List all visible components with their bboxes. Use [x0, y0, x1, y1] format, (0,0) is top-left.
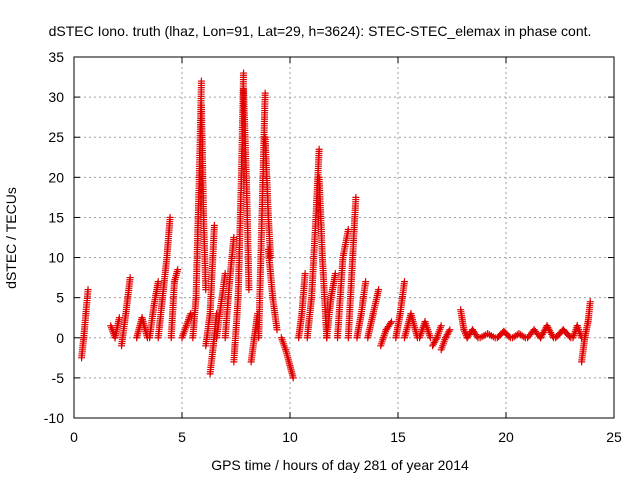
- y-axis-title: dSTEC / TECUs: [3, 187, 19, 289]
- data-point: [386, 319, 394, 327]
- x-tick-label: 5: [178, 429, 186, 445]
- data-point: [210, 221, 218, 229]
- data-point: [437, 322, 445, 330]
- x-tick-label: 20: [498, 429, 514, 445]
- data-point: [520, 333, 528, 341]
- data-point: [388, 318, 396, 326]
- y-tick-label: 10: [48, 250, 64, 266]
- data-point: [126, 274, 134, 282]
- data-point: [301, 270, 309, 278]
- data-points: [78, 69, 594, 382]
- data-point: [362, 278, 370, 286]
- data-point: [429, 342, 437, 350]
- data-point: [431, 337, 439, 345]
- grid-lines: [74, 57, 614, 418]
- data-point: [430, 339, 438, 347]
- data-point: [245, 286, 253, 294]
- x-tick-label: 0: [70, 429, 78, 445]
- y-tick-label: 25: [48, 129, 64, 145]
- y-tick-label: 5: [56, 290, 64, 306]
- data-point: [154, 278, 162, 286]
- y-tick-label: -10: [44, 410, 64, 426]
- data-point: [289, 374, 297, 382]
- data-point: [166, 213, 174, 221]
- data-point: [444, 329, 452, 337]
- data-point: [375, 286, 383, 294]
- data-point: [230, 234, 238, 241]
- y-tick-label: 35: [48, 49, 64, 65]
- x-tick-label: 25: [606, 429, 622, 445]
- y-tick-label: 0: [56, 330, 64, 346]
- data-point: [426, 334, 434, 342]
- data-point: [442, 332, 450, 340]
- data-point: [400, 278, 408, 286]
- data-point: [429, 340, 437, 348]
- data-point: [446, 326, 454, 334]
- data-point: [187, 310, 195, 318]
- y-axis-ticks: -10 -5 0 5 10 15 20 25 30 35: [44, 49, 614, 426]
- data-point: [586, 298, 594, 306]
- data-point: [331, 270, 339, 278]
- chart-title: dSTEC Iono. truth (lhaz, Lon=91, Lat=29,…: [49, 23, 592, 39]
- data-point: [174, 266, 182, 274]
- data-point: [442, 334, 450, 342]
- data-point: [445, 327, 453, 335]
- data-point: [352, 193, 360, 201]
- plot-frame: [73, 56, 615, 419]
- x-tick-label: 15: [390, 429, 406, 445]
- data-point: [115, 314, 123, 322]
- data-point: [84, 286, 92, 294]
- x-axis-ticks: 0 5 10 15 20 25: [70, 57, 622, 445]
- x-axis-title: GPS time / hours of day 281 of year 2014: [211, 457, 469, 473]
- y-tick-label: 30: [48, 89, 64, 105]
- y-tick-label: 20: [48, 169, 64, 185]
- data-point: [261, 89, 269, 97]
- data-point: [197, 77, 205, 85]
- data-point: [432, 335, 440, 343]
- data-point: [443, 331, 451, 339]
- y-tick-label: -5: [52, 370, 65, 386]
- data-point: [473, 332, 481, 340]
- data-point: [240, 69, 248, 77]
- x-tick-label: 10: [282, 429, 298, 445]
- data-point: [315, 145, 323, 153]
- y-tick-label: 15: [48, 209, 64, 225]
- data-point: [566, 332, 574, 340]
- data-point: [273, 326, 281, 334]
